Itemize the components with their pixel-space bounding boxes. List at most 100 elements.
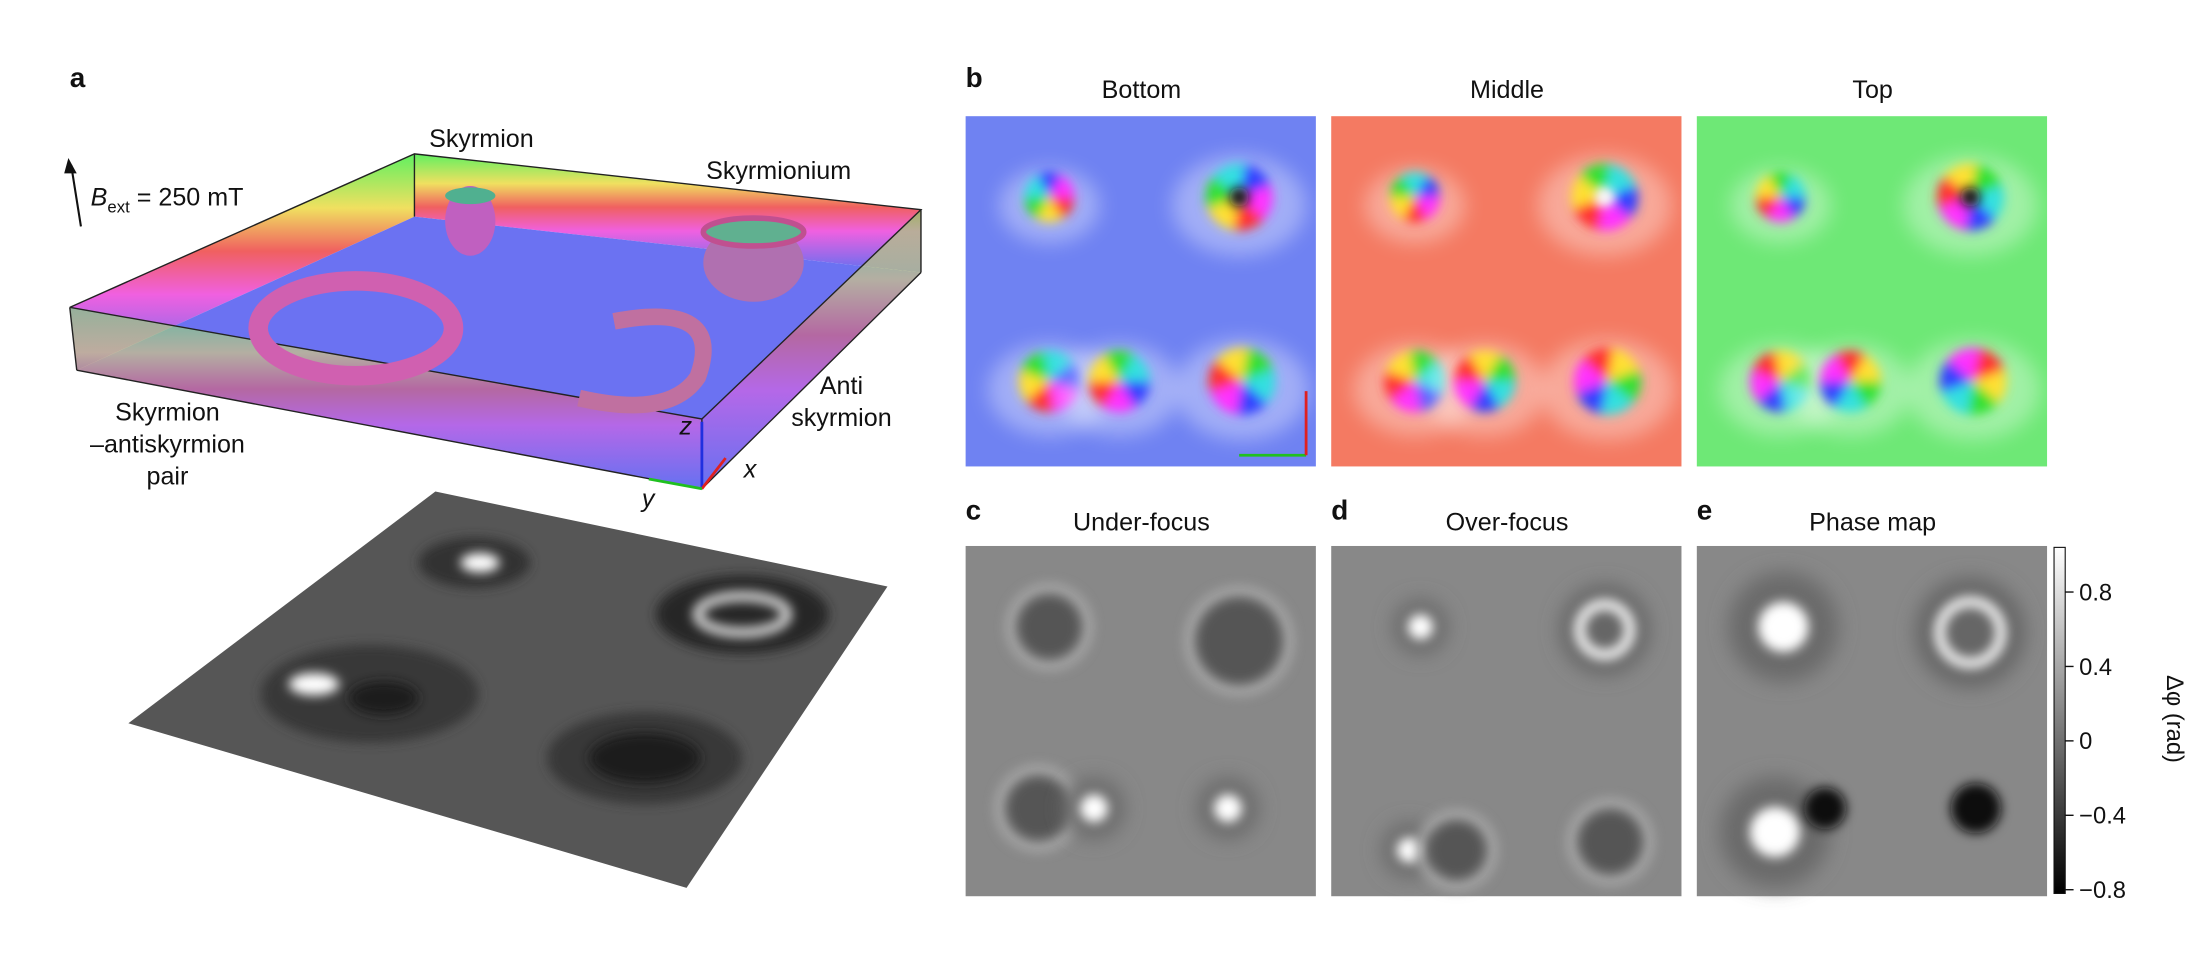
plane-blob xyxy=(288,672,340,696)
spin-wedge xyxy=(1938,197,1971,231)
spin-wedge xyxy=(1973,348,2005,382)
spin-wedge xyxy=(1973,369,2007,403)
spin-wedge xyxy=(1025,381,1055,413)
spin-wedge xyxy=(1088,354,1120,382)
spin-wedge xyxy=(1604,164,1637,198)
core xyxy=(1960,187,1981,207)
spin-wedge xyxy=(1819,354,1851,382)
spin-wedge xyxy=(1571,175,1605,209)
spin-wedge xyxy=(1607,348,1639,382)
colorbar xyxy=(2053,546,2066,894)
spin-wedge xyxy=(1834,350,1866,382)
axis-y xyxy=(648,477,703,491)
spin-wedge xyxy=(1049,197,1075,219)
panel-title: Phase map xyxy=(1809,509,1936,537)
spin-wedge xyxy=(1103,381,1135,413)
axis-label: x xyxy=(743,456,758,484)
ring xyxy=(1567,798,1654,886)
panel-label: c xyxy=(966,494,982,525)
slab-wall xyxy=(69,153,415,371)
spin-wedge xyxy=(1389,175,1415,198)
spin-wedge xyxy=(1239,164,1271,198)
annotation: skyrmion xyxy=(791,404,891,432)
spin-wedge xyxy=(1044,350,1073,382)
color-panel xyxy=(1331,116,1682,467)
spin-wedge xyxy=(1103,350,1135,382)
spin-wedge xyxy=(1751,351,1781,382)
spin-wedge xyxy=(1947,347,1979,382)
spin-texture xyxy=(1024,172,1075,223)
spin-wedge xyxy=(1018,370,1050,402)
annotation: Skyrmion xyxy=(115,398,220,426)
spin-wedge xyxy=(1469,381,1501,413)
plane-blob xyxy=(348,681,419,715)
spin-wedge xyxy=(1574,359,1608,393)
spin-wedge xyxy=(1941,381,1974,415)
spin-wedge xyxy=(1036,197,1062,223)
color-panel xyxy=(965,116,1316,467)
panel-title: Under-focus xyxy=(1073,509,1210,537)
spin-wedge xyxy=(1601,381,1634,415)
spin-wedge xyxy=(1967,381,1999,415)
spin-wedge xyxy=(1939,359,1974,393)
spin-wedge xyxy=(1454,354,1485,382)
grey-panel xyxy=(965,545,1316,897)
spin-texture xyxy=(1939,347,2007,415)
spin-wedge xyxy=(1036,172,1062,198)
core xyxy=(1950,783,2002,834)
spin-wedge xyxy=(1239,185,1273,219)
field-arrow xyxy=(70,164,82,227)
spin-texture xyxy=(1389,172,1441,223)
spin-wedge xyxy=(1767,172,1794,198)
slab-edge xyxy=(69,307,78,371)
spin-wedge xyxy=(1384,370,1415,402)
panel-title: Middle xyxy=(1470,76,1544,104)
panel-title: Bottom xyxy=(1102,76,1182,104)
spin-wedge xyxy=(1049,175,1075,198)
core xyxy=(1758,601,1809,653)
plane-blob xyxy=(655,575,829,654)
halo xyxy=(1915,577,2026,688)
spin-texture xyxy=(1571,163,1639,231)
spin-wedge xyxy=(1205,175,1240,209)
spin-wedge xyxy=(1780,175,1806,198)
annotation: Anti xyxy=(820,372,863,400)
colorbar-tick-label: −0.4 xyxy=(2079,804,2126,830)
panel-label: e xyxy=(1697,494,1713,525)
spin-wedge xyxy=(1414,175,1441,198)
annotation: Skyrmionium xyxy=(706,157,851,185)
axis-x xyxy=(700,457,727,490)
spin-wedge xyxy=(1757,381,1786,413)
spin-texture xyxy=(1088,350,1150,413)
colorbar-tick-label: −0.8 xyxy=(2079,878,2126,904)
spin-wedge xyxy=(1391,381,1421,413)
core xyxy=(1197,599,1281,683)
spin-wedge xyxy=(1409,350,1439,382)
annotation: –antiskyrmion xyxy=(90,430,245,458)
core xyxy=(1749,806,1801,858)
spin-wedge xyxy=(1241,348,1274,382)
field-label: Bext = 250 mT xyxy=(91,183,244,216)
spin-texture xyxy=(1208,347,1276,415)
spin-wedge xyxy=(1755,175,1781,198)
grey-panel xyxy=(1331,545,1682,897)
spin-wedge xyxy=(1024,197,1050,219)
core xyxy=(1229,187,1249,207)
arrow-head xyxy=(64,158,77,174)
core xyxy=(1396,837,1422,863)
annotation: Skyrmion xyxy=(429,125,534,153)
ring xyxy=(1416,809,1498,891)
color-panel xyxy=(1696,116,2048,467)
spin-wedge xyxy=(1088,381,1120,408)
spin-wedge xyxy=(1208,359,1242,393)
spin-wedge xyxy=(1775,350,1805,382)
spin-wedge xyxy=(1402,197,1428,223)
panel-label: d xyxy=(1331,494,1348,525)
spin-texture xyxy=(1819,350,1882,413)
spin-texture xyxy=(1574,347,1641,415)
spin-wedge xyxy=(1484,381,1516,408)
spin-wedge xyxy=(1604,185,1639,219)
slab-front xyxy=(69,307,702,489)
field-value: = 250 mT xyxy=(130,183,244,211)
core xyxy=(1594,187,1615,207)
